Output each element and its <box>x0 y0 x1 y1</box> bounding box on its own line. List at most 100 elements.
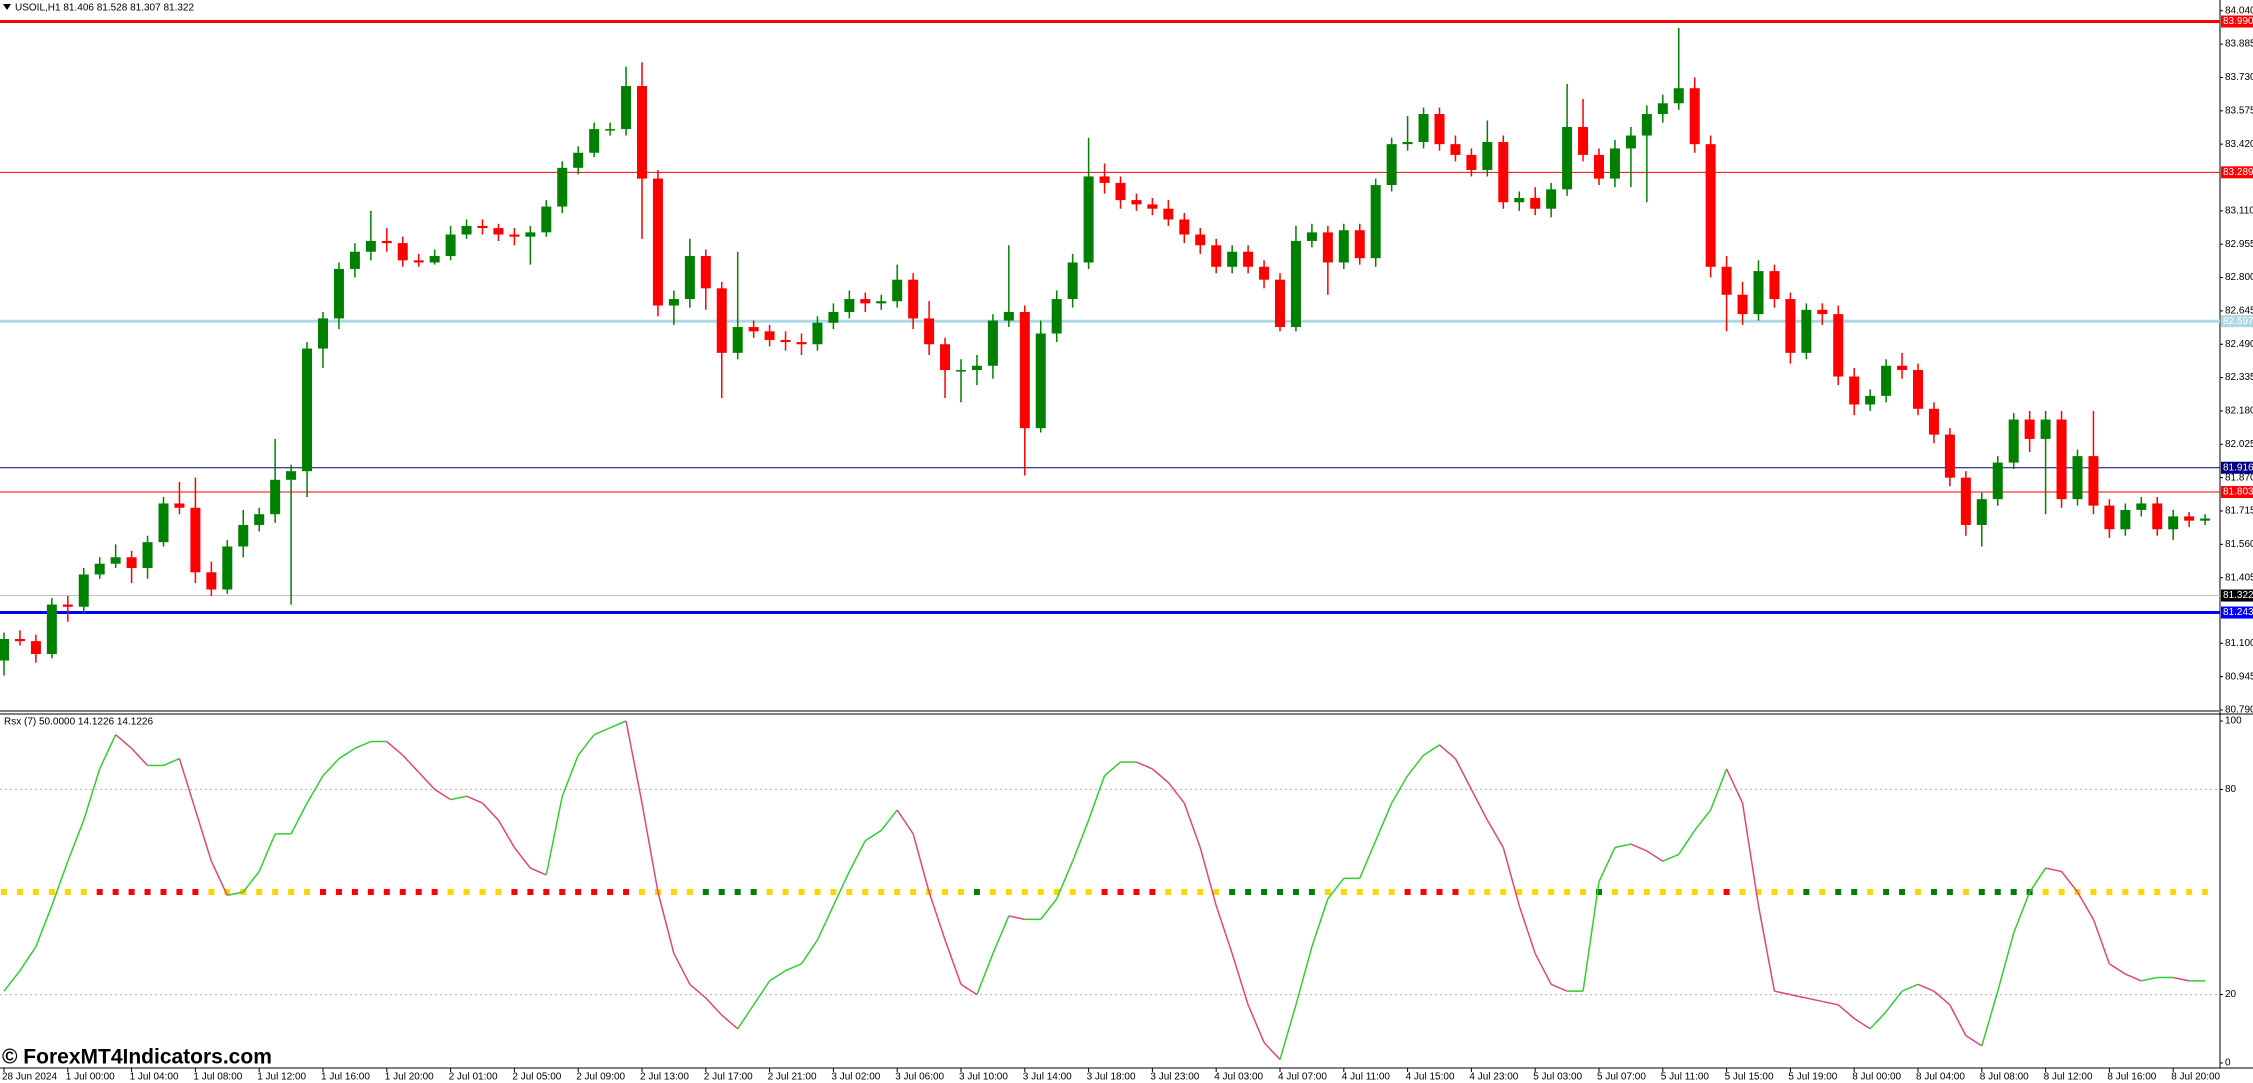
rsx-segment <box>338 747 356 760</box>
rsx-segment <box>1534 953 1552 985</box>
level-label-box <box>2221 166 2253 179</box>
signal-dot <box>2010 889 2017 895</box>
y-tick-label: 20 <box>2225 989 2237 1000</box>
signal-dot <box>1978 889 1985 895</box>
signal-dot <box>1755 889 1762 895</box>
y-tick-label: 82.800 <box>2225 272 2253 283</box>
candle-body <box>318 318 328 349</box>
rsx-segment <box>816 905 835 941</box>
rsx-segment <box>944 939 962 985</box>
rsx-segment <box>434 788 452 801</box>
rsx-segment <box>1757 905 1776 992</box>
signal-dot <box>973 889 980 895</box>
signal-dot <box>128 889 135 895</box>
rsx-segment <box>1215 905 1233 954</box>
candle-body <box>876 301 887 304</box>
candle-body <box>1817 309 1828 315</box>
candle-body <box>668 299 679 306</box>
rsx-segment <box>1518 905 1536 954</box>
candle-body <box>812 322 823 345</box>
rsx-segment <box>689 983 707 999</box>
signal-dot <box>176 889 183 895</box>
candle-body <box>1035 333 1046 429</box>
rsx-segment <box>1822 1000 1839 1006</box>
signal-dot <box>224 889 231 895</box>
level-label-box <box>2221 589 2253 602</box>
level-label-box <box>2221 461 2253 474</box>
rsx-segment <box>210 860 228 896</box>
signal-dot <box>686 889 693 895</box>
candle-body <box>589 129 600 153</box>
rsx-segment <box>1869 1011 1887 1030</box>
signal-dot <box>1835 889 1842 895</box>
candle-body <box>1801 309 1812 353</box>
signal-dot <box>1181 889 1188 895</box>
levels <box>0 20 2220 615</box>
y-tick-label: 82.025 <box>2225 439 2253 450</box>
rsx-segment <box>2045 867 2062 873</box>
signal-dot <box>1787 889 1794 895</box>
signal-dot <box>2058 889 2065 895</box>
candle-body <box>1594 154 1604 179</box>
signal-dot <box>192 889 199 895</box>
candle-body <box>621 86 632 130</box>
rsx-segment <box>896 809 914 835</box>
rsx-segment <box>83 768 101 821</box>
signal-dot <box>543 889 550 895</box>
rsx-segment <box>1183 802 1201 848</box>
x-tick-label: 2 Jul 13:00 <box>640 1072 689 1083</box>
rsx-segment <box>1311 898 1329 947</box>
rsx-segment <box>1806 997 1823 1003</box>
signal-dot <box>527 889 534 895</box>
candle-body <box>270 479 281 515</box>
y-tick-label: 82.180 <box>2225 406 2253 417</box>
candle-body <box>1370 185 1381 259</box>
x-tick-label: 2 Jul 17:00 <box>704 1072 753 1083</box>
signal-dot <box>1436 889 1443 895</box>
candle-body <box>1849 376 1860 405</box>
signal-dot <box>335 889 342 895</box>
rsx-segment <box>1709 768 1728 811</box>
rsx-segment <box>960 983 978 996</box>
rsx-segment <box>1439 744 1456 760</box>
signal-dot <box>351 889 358 895</box>
x-tick-label: 1 Jul 08:00 <box>193 1072 242 1083</box>
x-tick-label: 8 Jul 16:00 <box>2107 1072 2156 1083</box>
signal-dot <box>878 889 885 895</box>
candle-body <box>525 232 536 237</box>
candle-body <box>1051 299 1062 334</box>
x-tick-label: 8 Jul 04:00 <box>1916 1072 1965 1083</box>
signal-dot <box>702 889 709 895</box>
y-tick-label: 82.335 <box>2225 372 2253 383</box>
rsx-segment <box>1790 993 1807 999</box>
candle-body <box>1322 232 1333 263</box>
signal-dot <box>1069 889 1076 895</box>
signal-dot <box>1883 889 1890 895</box>
rsx-segment <box>1470 789 1489 821</box>
rsx-segment <box>1630 843 1648 852</box>
y-tick-label: 83.110 <box>2225 205 2253 216</box>
candle-body <box>1562 126 1573 190</box>
rsx-segment <box>2076 891 2095 920</box>
candle-body <box>1514 197 1525 203</box>
signal-dot <box>1388 889 1395 895</box>
candle-body <box>557 167 568 207</box>
candle-body <box>142 542 153 568</box>
x-tick-label: 5 Jul 11:00 <box>1661 1072 1710 1083</box>
rsx-segment <box>1646 850 1664 862</box>
signal-dot <box>1899 889 1906 895</box>
indicator <box>0 720 2220 1061</box>
x-tick-label: 2 Jul 21:00 <box>768 1072 817 1083</box>
candle-body <box>700 256 711 289</box>
signal-dot <box>1037 889 1044 895</box>
candle-body <box>1354 230 1365 259</box>
signal-dot <box>1611 889 1618 895</box>
rsx-segment <box>1263 1041 1281 1061</box>
y-tick-label: 82.955 <box>2225 239 2253 250</box>
signal-dot <box>2186 889 2193 895</box>
candle-body <box>1625 135 1636 149</box>
signal-dot <box>2170 889 2177 895</box>
candle-body <box>1928 408 1939 435</box>
candle-body <box>1785 299 1796 353</box>
rsx-segment <box>99 734 117 770</box>
